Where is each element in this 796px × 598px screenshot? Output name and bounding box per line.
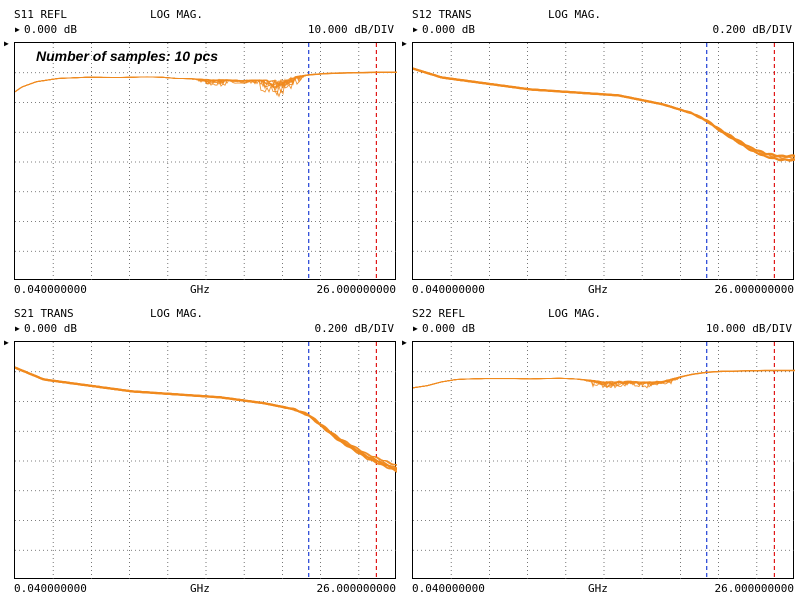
format-label: LOG MAG. bbox=[548, 307, 601, 320]
trace-plot bbox=[413, 342, 795, 580]
plot-area bbox=[412, 341, 795, 580]
x-start-label: 0.040000000 bbox=[14, 582, 87, 595]
format-label: LOG MAG. bbox=[150, 307, 203, 320]
ref-position-icon: ▶ bbox=[4, 39, 9, 48]
ref-arrow-icon: ▶ bbox=[413, 324, 418, 333]
x-stop-label: 26.000000000 bbox=[714, 283, 794, 296]
panel-s12: S12 TRANS LOG MAG. ▶ 0.000 dB 0.200 dB/DIV ▶ 0… bbox=[398, 0, 796, 299]
ref-position-icon: ▶ bbox=[402, 338, 407, 347]
x-stop-label: 26.000000000 bbox=[316, 582, 396, 595]
x-stop-label: 26.000000000 bbox=[316, 283, 396, 296]
format-label: LOG MAG. bbox=[150, 8, 203, 21]
reference-value: 0.000 dB bbox=[422, 23, 475, 36]
x-start-label: 0.040000000 bbox=[14, 283, 87, 296]
plot-area bbox=[14, 341, 397, 580]
panel-s11: S11 REFL LOG MAG. ▶ 0.000 dB 10.000 dB/DIV ▶ 0… bbox=[0, 0, 398, 299]
x-unit-label: GHz bbox=[190, 283, 210, 296]
trace-title: S12 TRANS bbox=[412, 8, 472, 21]
ref-arrow-icon: ▶ bbox=[413, 25, 418, 34]
trace-title: S11 REFL bbox=[14, 8, 67, 21]
trace-plot bbox=[15, 43, 397, 281]
trace-line bbox=[15, 366, 397, 473]
x-start-label: 0.040000000 bbox=[412, 582, 485, 595]
trace-plot bbox=[413, 43, 795, 281]
trace-line bbox=[413, 369, 795, 389]
x-start-label: 0.040000000 bbox=[412, 283, 485, 296]
ref-arrow-icon: ▶ bbox=[15, 324, 20, 333]
scale-per-div: 0.200 dB/DIV bbox=[314, 322, 394, 335]
trace-line bbox=[15, 71, 397, 93]
ref-position-icon: ▶ bbox=[4, 338, 9, 347]
trace-line bbox=[413, 68, 795, 162]
x-unit-label: GHz bbox=[588, 582, 608, 595]
trace-title: S21 TRANS bbox=[14, 307, 74, 320]
ref-position-icon: ▶ bbox=[402, 39, 407, 48]
sample-count-note: Number of samples: 10 pcs bbox=[36, 48, 219, 64]
trace-title: S22 REFL bbox=[412, 307, 465, 320]
reference-value: 0.000 dB bbox=[24, 322, 77, 335]
format-label: LOG MAG. bbox=[548, 8, 601, 21]
plot-area bbox=[14, 42, 397, 281]
scale-per-div: 10.000 dB/DIV bbox=[705, 322, 792, 335]
x-unit-label: GHz bbox=[190, 582, 210, 595]
reference-value: 0.000 dB bbox=[422, 322, 475, 335]
panel-s22: S22 REFL LOG MAG. ▶ 0.000 dB 10.000 dB/DIV ▶ 0… bbox=[398, 299, 796, 598]
x-unit-label: GHz bbox=[588, 283, 608, 296]
panel-s21: S21 TRANS LOG MAG. ▶ 0.000 dB 0.200 dB/DIV ▶ 0… bbox=[0, 299, 398, 598]
reference-value: 0.000 dB bbox=[24, 23, 77, 36]
ref-arrow-icon: ▶ bbox=[15, 25, 20, 34]
scale-per-div: 10.000 dB/DIV bbox=[307, 23, 394, 36]
scale-per-div: 0.200 dB/DIV bbox=[712, 23, 792, 36]
trace-plot bbox=[15, 342, 397, 580]
x-stop-label: 26.000000000 bbox=[714, 582, 794, 595]
plot-area bbox=[412, 42, 795, 281]
trace-line bbox=[413, 67, 795, 158]
